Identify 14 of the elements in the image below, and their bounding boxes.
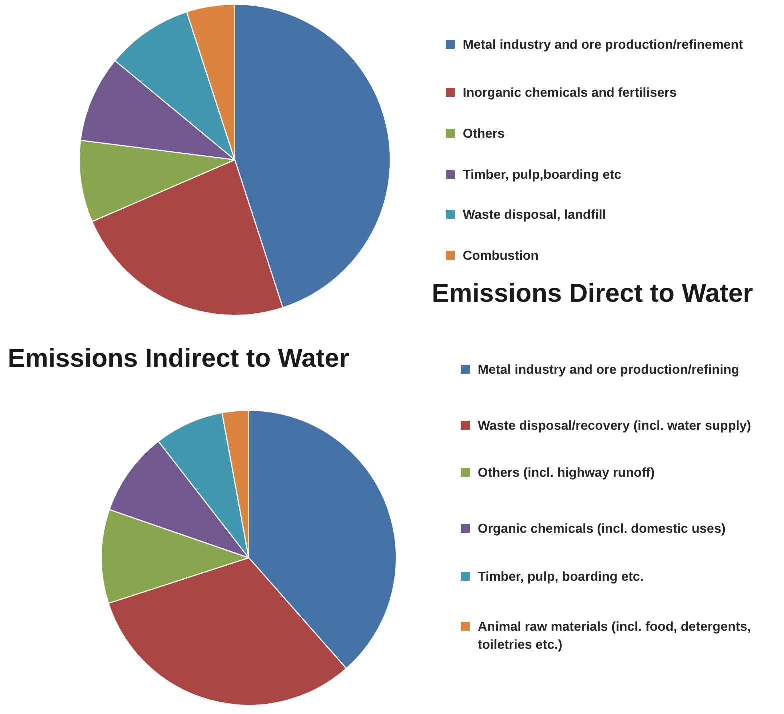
- legend-label: Timber, pulp,boarding etc: [463, 166, 622, 184]
- legend-label: Animal raw materials (incl. food, detergents, toiletries etc.): [478, 618, 752, 654]
- legend-label: Timber, pulp, boarding etc.: [478, 568, 644, 586]
- legend-label: Metal industry and ore production/refinement: [463, 36, 744, 54]
- legend-label: Others (incl. highway runoff): [478, 464, 655, 482]
- legend-label: Others: [463, 125, 505, 143]
- legend-label: Metal industry and ore production/refining: [478, 361, 740, 379]
- legend-label: Combustion: [463, 247, 539, 265]
- legend-label: Waste disposal/recovery (incl. water supply): [478, 417, 752, 435]
- legend-label: Inorganic chemicals and fertilisers: [463, 84, 677, 102]
- text: Emissions Direct to Water: [432, 278, 754, 309]
- legend-label: Organic chemicals (incl. domestic uses): [478, 520, 726, 538]
- legend-label: Waste disposal, landfill: [463, 206, 606, 224]
- chart-title: Emissions Indirect to Water: [8, 343, 350, 374]
